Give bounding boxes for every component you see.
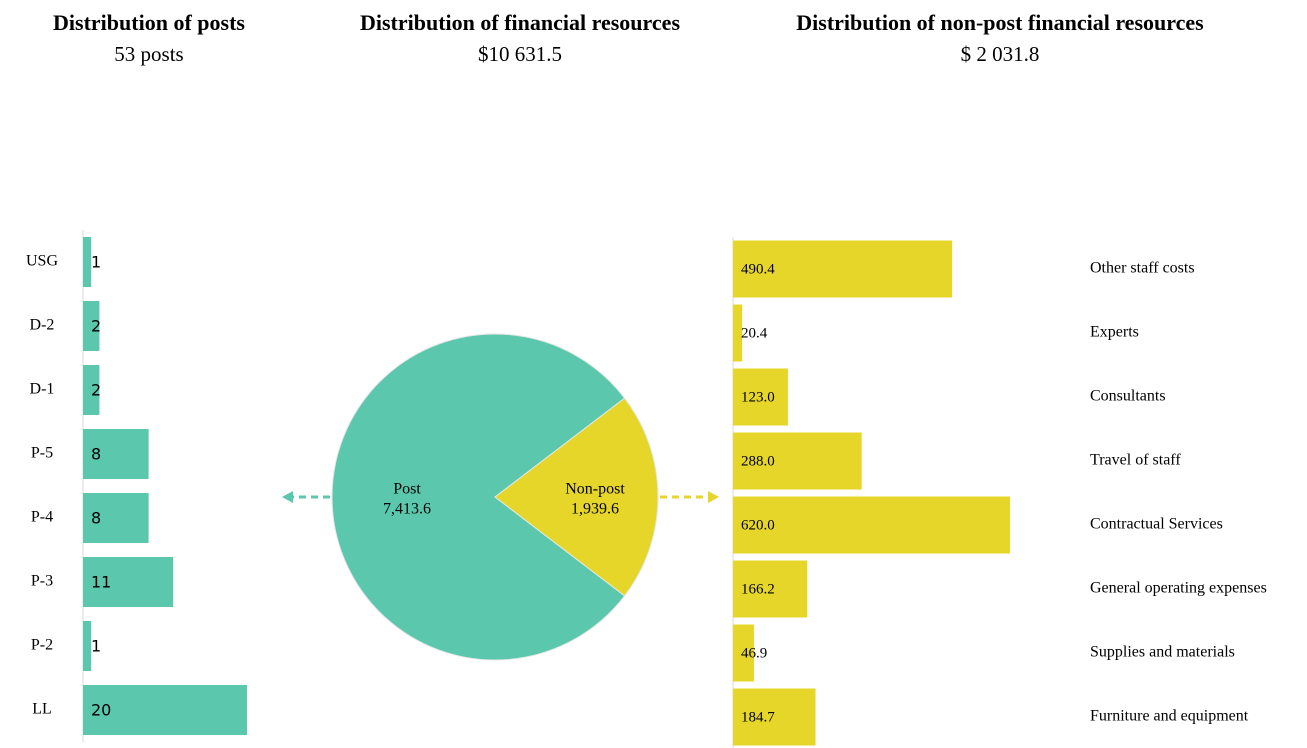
bar <box>733 304 743 362</box>
bar <box>733 688 816 746</box>
category-label: General operating expenses <box>1090 580 1267 597</box>
category-label: P-4 <box>31 509 53 526</box>
bar <box>733 560 808 618</box>
arrow-right <box>660 491 719 503</box>
bar <box>83 557 174 607</box>
chart-title: Distribution of posts <box>53 10 245 35</box>
bar <box>733 240 953 298</box>
slice-label: Post <box>393 481 421 498</box>
data-label: 166.2 <box>741 581 775 597</box>
data-label: 620.0 <box>741 517 775 533</box>
pie-slice <box>331 333 626 661</box>
arrow-left <box>282 491 330 503</box>
category-label: Consultants <box>1090 388 1166 405</box>
category-label: D-2 <box>30 317 55 334</box>
bar <box>83 301 100 351</box>
slice-label: Non-post <box>565 481 625 498</box>
slice-value: 7,413.6 <box>383 501 431 518</box>
bar <box>83 237 92 287</box>
bar <box>83 685 247 735</box>
bar <box>83 493 149 543</box>
category-label: Travel of staff <box>1090 452 1181 469</box>
category-label: P-2 <box>31 637 53 654</box>
chart-subtitle: 53 posts <box>114 42 183 66</box>
data-label: 1 <box>91 253 101 272</box>
pie-slice <box>494 397 659 597</box>
category-label: LL <box>32 701 52 718</box>
bar <box>733 496 1011 554</box>
data-label: 46.9 <box>741 645 767 661</box>
bar <box>733 432 862 490</box>
bar <box>83 429 149 479</box>
category-label: D-1 <box>30 381 55 398</box>
category-label: USG <box>26 253 58 270</box>
category-label: Other staff costs <box>1090 260 1195 277</box>
bar <box>83 365 100 415</box>
category-label: Experts <box>1090 324 1139 341</box>
bar <box>83 621 92 671</box>
data-label: 1 <box>91 637 101 656</box>
data-label: 490.4 <box>741 261 775 277</box>
chart-title: Distribution of financial resources <box>360 10 680 35</box>
data-label: 2 <box>91 381 101 400</box>
data-label: 2 <box>91 317 101 336</box>
slice-value: 1,939.6 <box>571 501 619 518</box>
data-label: 20 <box>91 701 111 720</box>
data-label: 288.0 <box>741 453 775 469</box>
data-label: 11 <box>91 573 111 592</box>
data-label: 20.4 <box>741 325 768 341</box>
category-label: Contractual Services <box>1090 516 1223 533</box>
bar <box>733 368 788 426</box>
category-label: P-3 <box>31 573 53 590</box>
bar <box>733 624 754 682</box>
data-label: 8 <box>91 509 101 528</box>
chart-title: Distribution of non-post financial resou… <box>796 10 1204 35</box>
chart-subtitle: $ 2 031.8 <box>961 42 1040 66</box>
chart-subtitle: $10 631.5 <box>478 42 562 66</box>
data-label: 184.7 <box>741 709 775 725</box>
data-label: 123.0 <box>741 389 775 405</box>
category-label: P-5 <box>31 445 53 462</box>
data-label: 8 <box>91 445 101 464</box>
category-label: Supplies and materials <box>1090 644 1235 661</box>
category-label: Furniture and equipment <box>1090 708 1249 725</box>
